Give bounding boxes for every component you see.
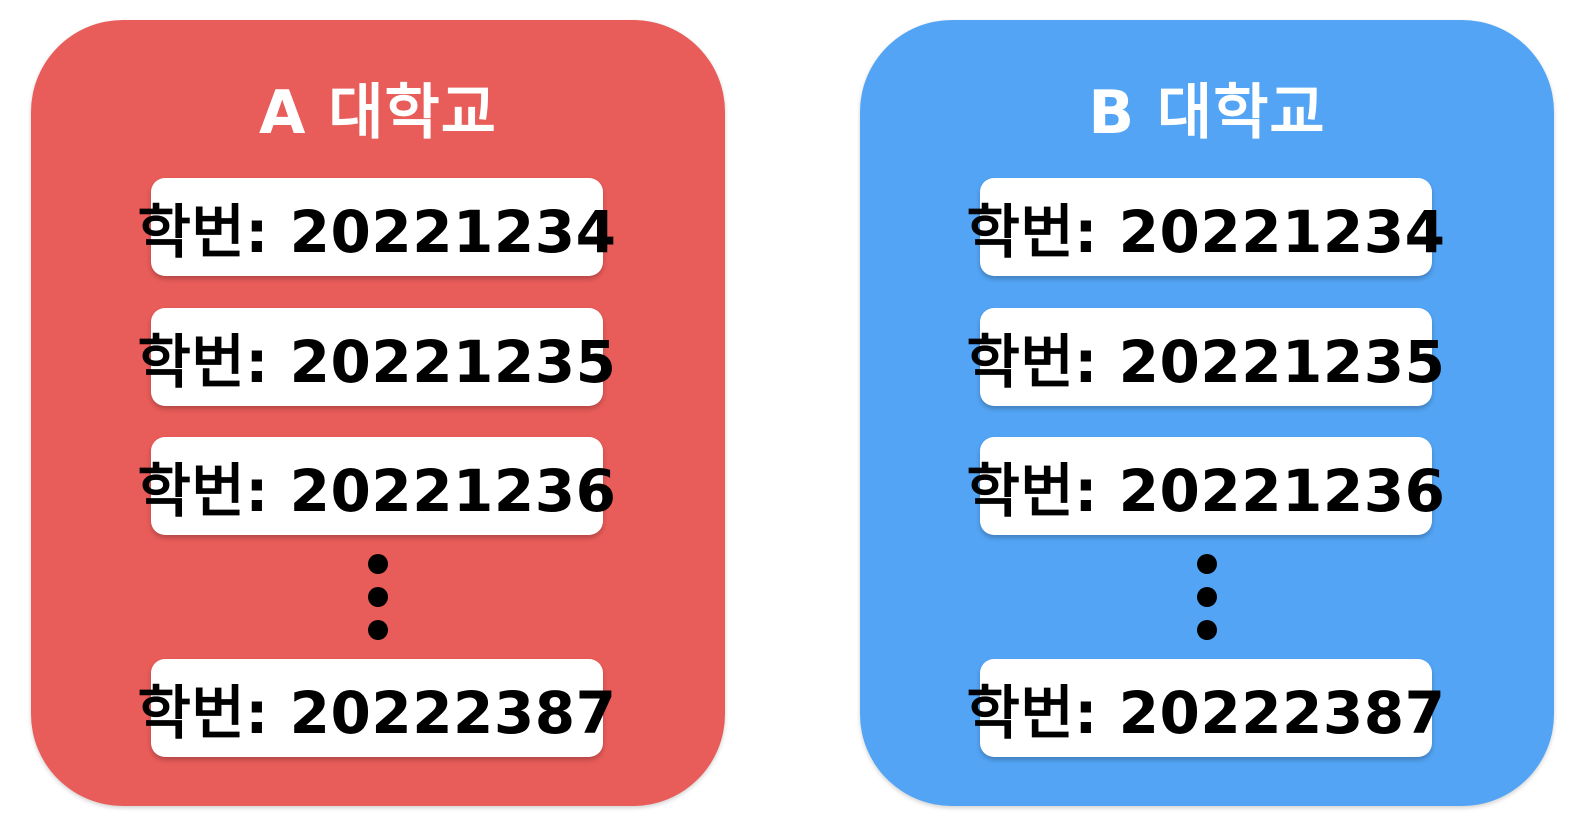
student-id-label: 학번: 20221235 (966, 328, 1446, 396)
student-id-label: 학번: 20221236 (966, 457, 1446, 525)
student-id-label: 학번: 20221235 (137, 328, 617, 396)
panel-title: A 대학교 (259, 78, 497, 148)
dot (368, 587, 388, 607)
student-id-card-last: 학번: 20222387 (967, 659, 1445, 757)
vertical-ellipsis-icon (1197, 554, 1217, 640)
student-id-card: 학번: 20221236 (967, 437, 1445, 535)
student-id-label: 학번: 20221234 (137, 198, 617, 266)
student-id-card: 학번: 20221235 (967, 308, 1445, 406)
dot (368, 554, 388, 574)
student-id-card: 학번: 20221236 (138, 437, 616, 535)
dot (368, 620, 388, 640)
student-id-label: 학번: 20222387 (137, 679, 617, 747)
vertical-ellipsis-icon (368, 554, 388, 640)
panel-title: B 대학교 (1088, 78, 1326, 148)
dot (1197, 620, 1217, 640)
student-id-card: 학번: 20221234 (138, 178, 616, 276)
university-b-panel: B 대학교 학번: 20221234 학번: 20221235 학번: 2022… (860, 20, 1554, 806)
dot (1197, 554, 1217, 574)
student-id-card: 학번: 20221235 (138, 308, 616, 406)
student-id-label: 학번: 20221234 (966, 198, 1446, 266)
student-id-card: 학번: 20221234 (967, 178, 1445, 276)
student-id-label: 학번: 20221236 (137, 457, 617, 525)
student-id-label: 학번: 20222387 (966, 679, 1446, 747)
student-id-card-last: 학번: 20222387 (138, 659, 616, 757)
dot (1197, 587, 1217, 607)
university-a-panel: A 대학교 학번: 20221234 학번: 20221235 학번: 2022… (31, 20, 725, 806)
